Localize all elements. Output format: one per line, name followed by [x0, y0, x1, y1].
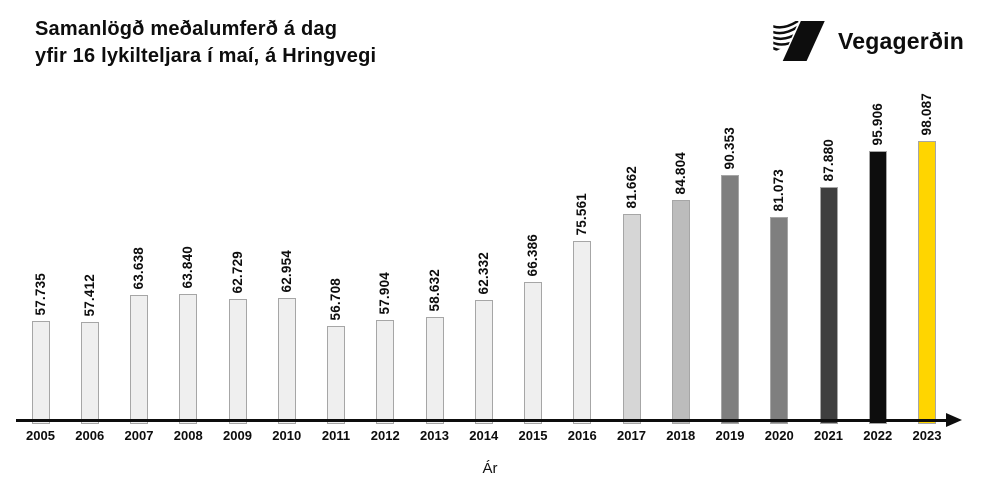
- x-tick-label-2021: 2021: [814, 428, 843, 443]
- x-tick-label-2022: 2022: [863, 428, 893, 443]
- vegagerdin-logo-icon: [773, 20, 825, 62]
- bar-2005: [31, 321, 50, 424]
- x-tick-label-2017: 2017: [617, 428, 646, 443]
- x-tick-label-2016: 2016: [567, 428, 597, 443]
- x-tick-label-2013: 2013: [420, 428, 449, 443]
- bar-2014: [474, 300, 493, 424]
- bar-2023: [918, 141, 936, 424]
- bar-value-label-2017: 81.662: [623, 165, 639, 209]
- x-tick-label-2010: 2010: [272, 428, 302, 443]
- bar-value-label-2006: 57.412: [81, 273, 97, 317]
- x-tick-label-2018: 2018: [666, 428, 696, 443]
- bar-value-label-2005: 57.735: [32, 272, 48, 316]
- bar-value-label-2010: 62.954: [278, 249, 294, 293]
- x-tick-label-2012: 2012: [370, 428, 400, 443]
- bar-2021: [819, 187, 838, 424]
- bar-value-label-2013: 58.632: [426, 268, 442, 312]
- bar-2015: [524, 282, 542, 424]
- bar-2007: [130, 295, 148, 424]
- bar-value-label-2019: 90.353: [722, 126, 737, 170]
- bar-value-label-2015: 66.386: [525, 233, 540, 277]
- x-tick-label-2006: 2006: [75, 428, 105, 443]
- chart-title-line2: yfir 16 lykilteljara í maí, á Hringvegi: [35, 45, 377, 67]
- bar-value-label-2007: 63.638: [131, 246, 146, 290]
- vegagerdin-logo-text: Vegagerðin: [838, 27, 964, 54]
- bar-2018: [671, 200, 690, 424]
- chart-title: Samanlögð meðalumferð á dag yfir 16 lyki…: [35, 16, 376, 70]
- bar-2013: [425, 317, 444, 424]
- bar-value-label-2021: 87.880: [820, 138, 836, 182]
- x-axis-arrow-icon: [946, 413, 962, 427]
- x-tick-label-2005: 2005: [26, 428, 55, 443]
- x-axis-title: Ár: [482, 460, 498, 477]
- x-tick-label-2007: 2007: [124, 428, 154, 443]
- bar-value-label-2008: 63.840: [180, 245, 196, 289]
- chart-title-line1: Samanlögð meðalumferð á dag: [35, 18, 338, 40]
- x-tick-label-2014: 2014: [469, 428, 499, 443]
- bar-value-label-2014: 62.332: [475, 251, 491, 295]
- bar-2022: [868, 151, 887, 424]
- bar-value-label-2009: 62.729: [229, 250, 245, 294]
- bar-value-label-2018: 84.804: [672, 151, 688, 195]
- bar-value-label-2022: 95.906: [869, 102, 885, 146]
- bar-value-label-2020: 81.073: [771, 168, 787, 212]
- bar-2016: [573, 241, 592, 424]
- x-tick-label-2020: 2020: [764, 428, 794, 443]
- bar-value-label-2011: 56.708: [328, 277, 343, 321]
- bar-2011: [327, 326, 345, 424]
- x-tick-label-2015: 2015: [518, 428, 548, 443]
- bar-2006: [80, 322, 99, 424]
- bar-value-label-2023: 98.087: [919, 92, 934, 136]
- bar-value-label-2016: 75.561: [574, 192, 590, 236]
- bar-2019: [721, 175, 739, 424]
- bar-2009: [228, 299, 247, 424]
- vegagerdin-logo: Vegagerðin: [769, 20, 964, 62]
- bar-2010: [277, 298, 296, 424]
- x-tick-label-2023: 2023: [912, 428, 942, 443]
- bar-value-label-2012: 57.904: [377, 271, 393, 315]
- bar-2020: [770, 217, 789, 424]
- x-tick-label-2011: 2011: [321, 428, 351, 443]
- x-tick-label-2009: 2009: [223, 428, 252, 443]
- bar-2008: [179, 294, 198, 424]
- bar-2012: [376, 320, 395, 424]
- x-tick-label-2019: 2019: [715, 428, 745, 443]
- x-axis-line: [16, 419, 950, 422]
- x-tick-label-2008: 2008: [173, 428, 203, 443]
- bar-2017: [622, 214, 641, 424]
